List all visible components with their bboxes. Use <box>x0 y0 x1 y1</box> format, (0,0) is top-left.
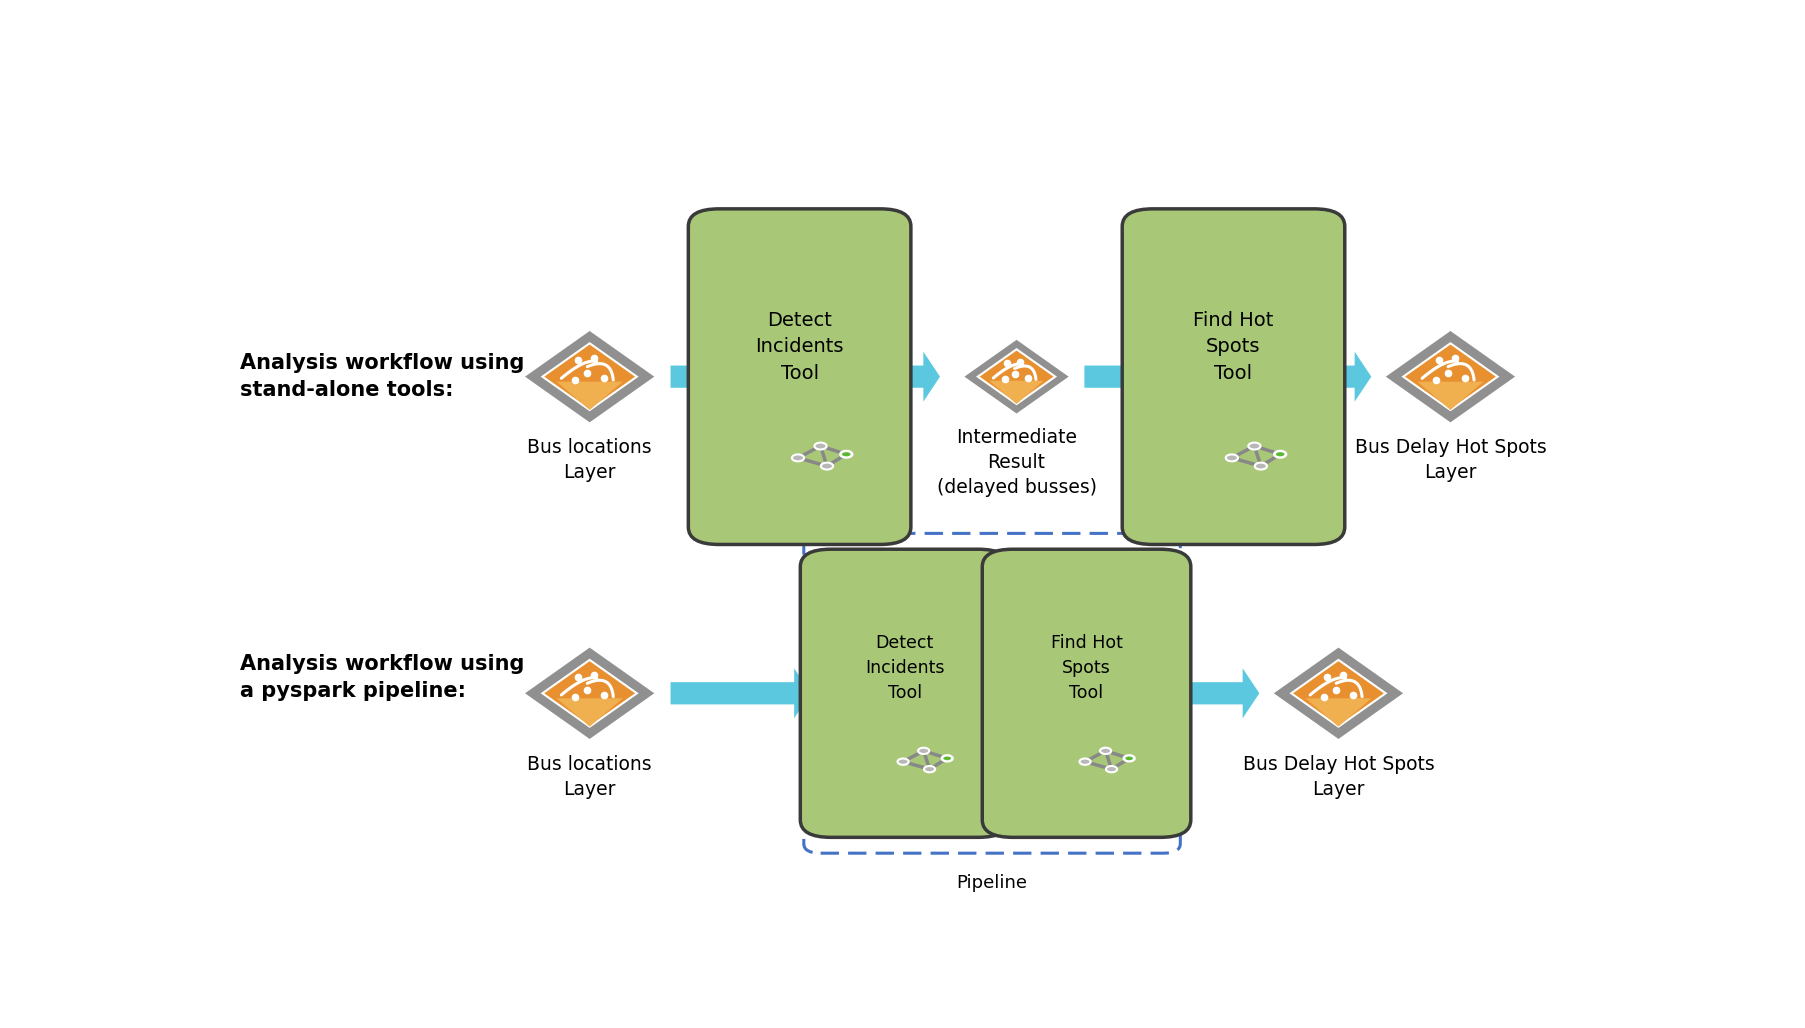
Text: Detect
Incidents
Tool: Detect Incidents Tool <box>865 634 944 702</box>
Circle shape <box>897 759 908 765</box>
Polygon shape <box>542 343 637 410</box>
Text: Bus Delay Hot Spots
Layer: Bus Delay Hot Spots Layer <box>1354 438 1545 482</box>
Polygon shape <box>556 698 623 727</box>
Polygon shape <box>542 376 637 410</box>
Circle shape <box>814 443 827 449</box>
Circle shape <box>1274 451 1285 457</box>
Circle shape <box>1273 450 1285 457</box>
Polygon shape <box>1305 698 1370 727</box>
Circle shape <box>1105 766 1117 772</box>
Circle shape <box>1254 463 1267 470</box>
Polygon shape <box>989 380 1043 404</box>
Polygon shape <box>520 328 659 426</box>
Polygon shape <box>1417 381 1482 410</box>
FancyBboxPatch shape <box>800 549 1009 838</box>
Text: Bus Delay Hot Spots
Layer: Bus Delay Hot Spots Layer <box>1242 755 1433 799</box>
Polygon shape <box>958 336 1072 417</box>
Text: Pipeline: Pipeline <box>957 874 1027 891</box>
FancyBboxPatch shape <box>688 209 910 545</box>
Circle shape <box>1125 756 1134 761</box>
Polygon shape <box>1291 693 1384 727</box>
Text: Bus locations
Layer: Bus locations Layer <box>527 438 652 482</box>
Circle shape <box>942 756 951 761</box>
Polygon shape <box>1402 376 1496 410</box>
Circle shape <box>821 463 832 470</box>
Polygon shape <box>1381 328 1520 426</box>
Circle shape <box>1079 759 1090 765</box>
Circle shape <box>1099 747 1110 754</box>
Circle shape <box>1226 454 1236 462</box>
Polygon shape <box>520 645 659 742</box>
Circle shape <box>839 450 852 457</box>
Circle shape <box>1247 443 1260 449</box>
Circle shape <box>1123 756 1134 762</box>
FancyBboxPatch shape <box>982 549 1189 838</box>
Polygon shape <box>1269 645 1408 742</box>
Text: Find Hot
Spots
Tool: Find Hot Spots Tool <box>1193 310 1273 382</box>
Polygon shape <box>1291 660 1384 727</box>
Circle shape <box>791 454 803 462</box>
Text: Detect
Incidents
Tool: Detect Incidents Tool <box>754 310 843 382</box>
Circle shape <box>924 766 935 772</box>
Text: Analysis workflow using
a pyspark pipeline:: Analysis workflow using a pyspark pipeli… <box>240 654 523 701</box>
FancyBboxPatch shape <box>1121 209 1345 545</box>
Polygon shape <box>542 693 637 727</box>
Polygon shape <box>977 376 1054 404</box>
Text: Intermediate
Result
(delayed busses): Intermediate Result (delayed busses) <box>937 429 1096 498</box>
Polygon shape <box>556 381 623 410</box>
Text: Bus locations
Layer: Bus locations Layer <box>527 755 652 799</box>
Polygon shape <box>977 350 1054 404</box>
Polygon shape <box>1402 343 1496 410</box>
Circle shape <box>917 747 930 754</box>
Circle shape <box>841 451 850 457</box>
Text: Analysis workflow using
stand-alone tools:: Analysis workflow using stand-alone tool… <box>240 354 523 400</box>
Polygon shape <box>542 660 637 727</box>
Circle shape <box>940 756 953 762</box>
Text: Find Hot
Spots
Tool: Find Hot Spots Tool <box>1051 634 1123 702</box>
